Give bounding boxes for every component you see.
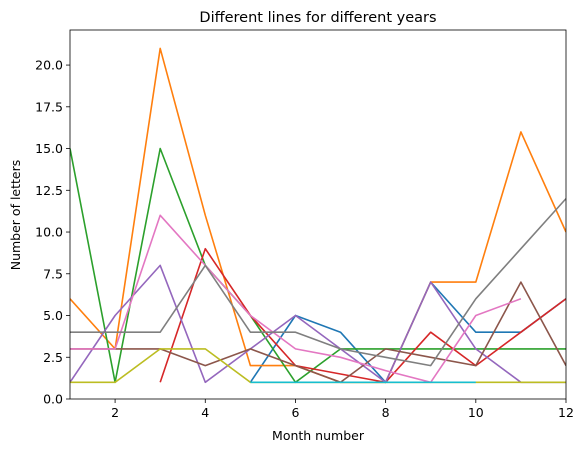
series-line-3 [70, 149, 566, 383]
y-axis-label: Number of letters [8, 160, 23, 271]
x-axis: 2 4 6 8 10 12 [111, 399, 574, 420]
plot-frame [70, 30, 566, 399]
series-line-7 [70, 215, 521, 382]
y-tick-label: 12.5 [35, 183, 63, 198]
y-tick-label: 2.5 [43, 350, 63, 365]
x-tick-label: 2 [111, 405, 119, 420]
plot-area [70, 48, 566, 382]
x-tick-label: 4 [201, 405, 209, 420]
y-tick-label: 7.5 [43, 266, 63, 281]
chart-title: Different lines for different years [199, 10, 436, 26]
x-axis-label: Month number [272, 428, 365, 443]
y-tick-label: 10.0 [35, 225, 63, 240]
y-tick-label: 17.5 [35, 99, 63, 114]
y-tick-label: 20.0 [35, 58, 63, 73]
y-tick-label: 15.0 [35, 141, 63, 156]
y-tick-label: 0.0 [43, 392, 63, 407]
x-tick-label: 10 [468, 405, 484, 420]
x-tick-label: 6 [291, 405, 299, 420]
y-axis: 0.0 2.5 5.0 7.5 10.0 12.5 15.0 17.5 20.0 [35, 58, 70, 407]
y-tick-label: 5.0 [43, 308, 63, 323]
x-tick-label: 12 [558, 405, 574, 420]
x-tick-label: 8 [382, 405, 390, 420]
